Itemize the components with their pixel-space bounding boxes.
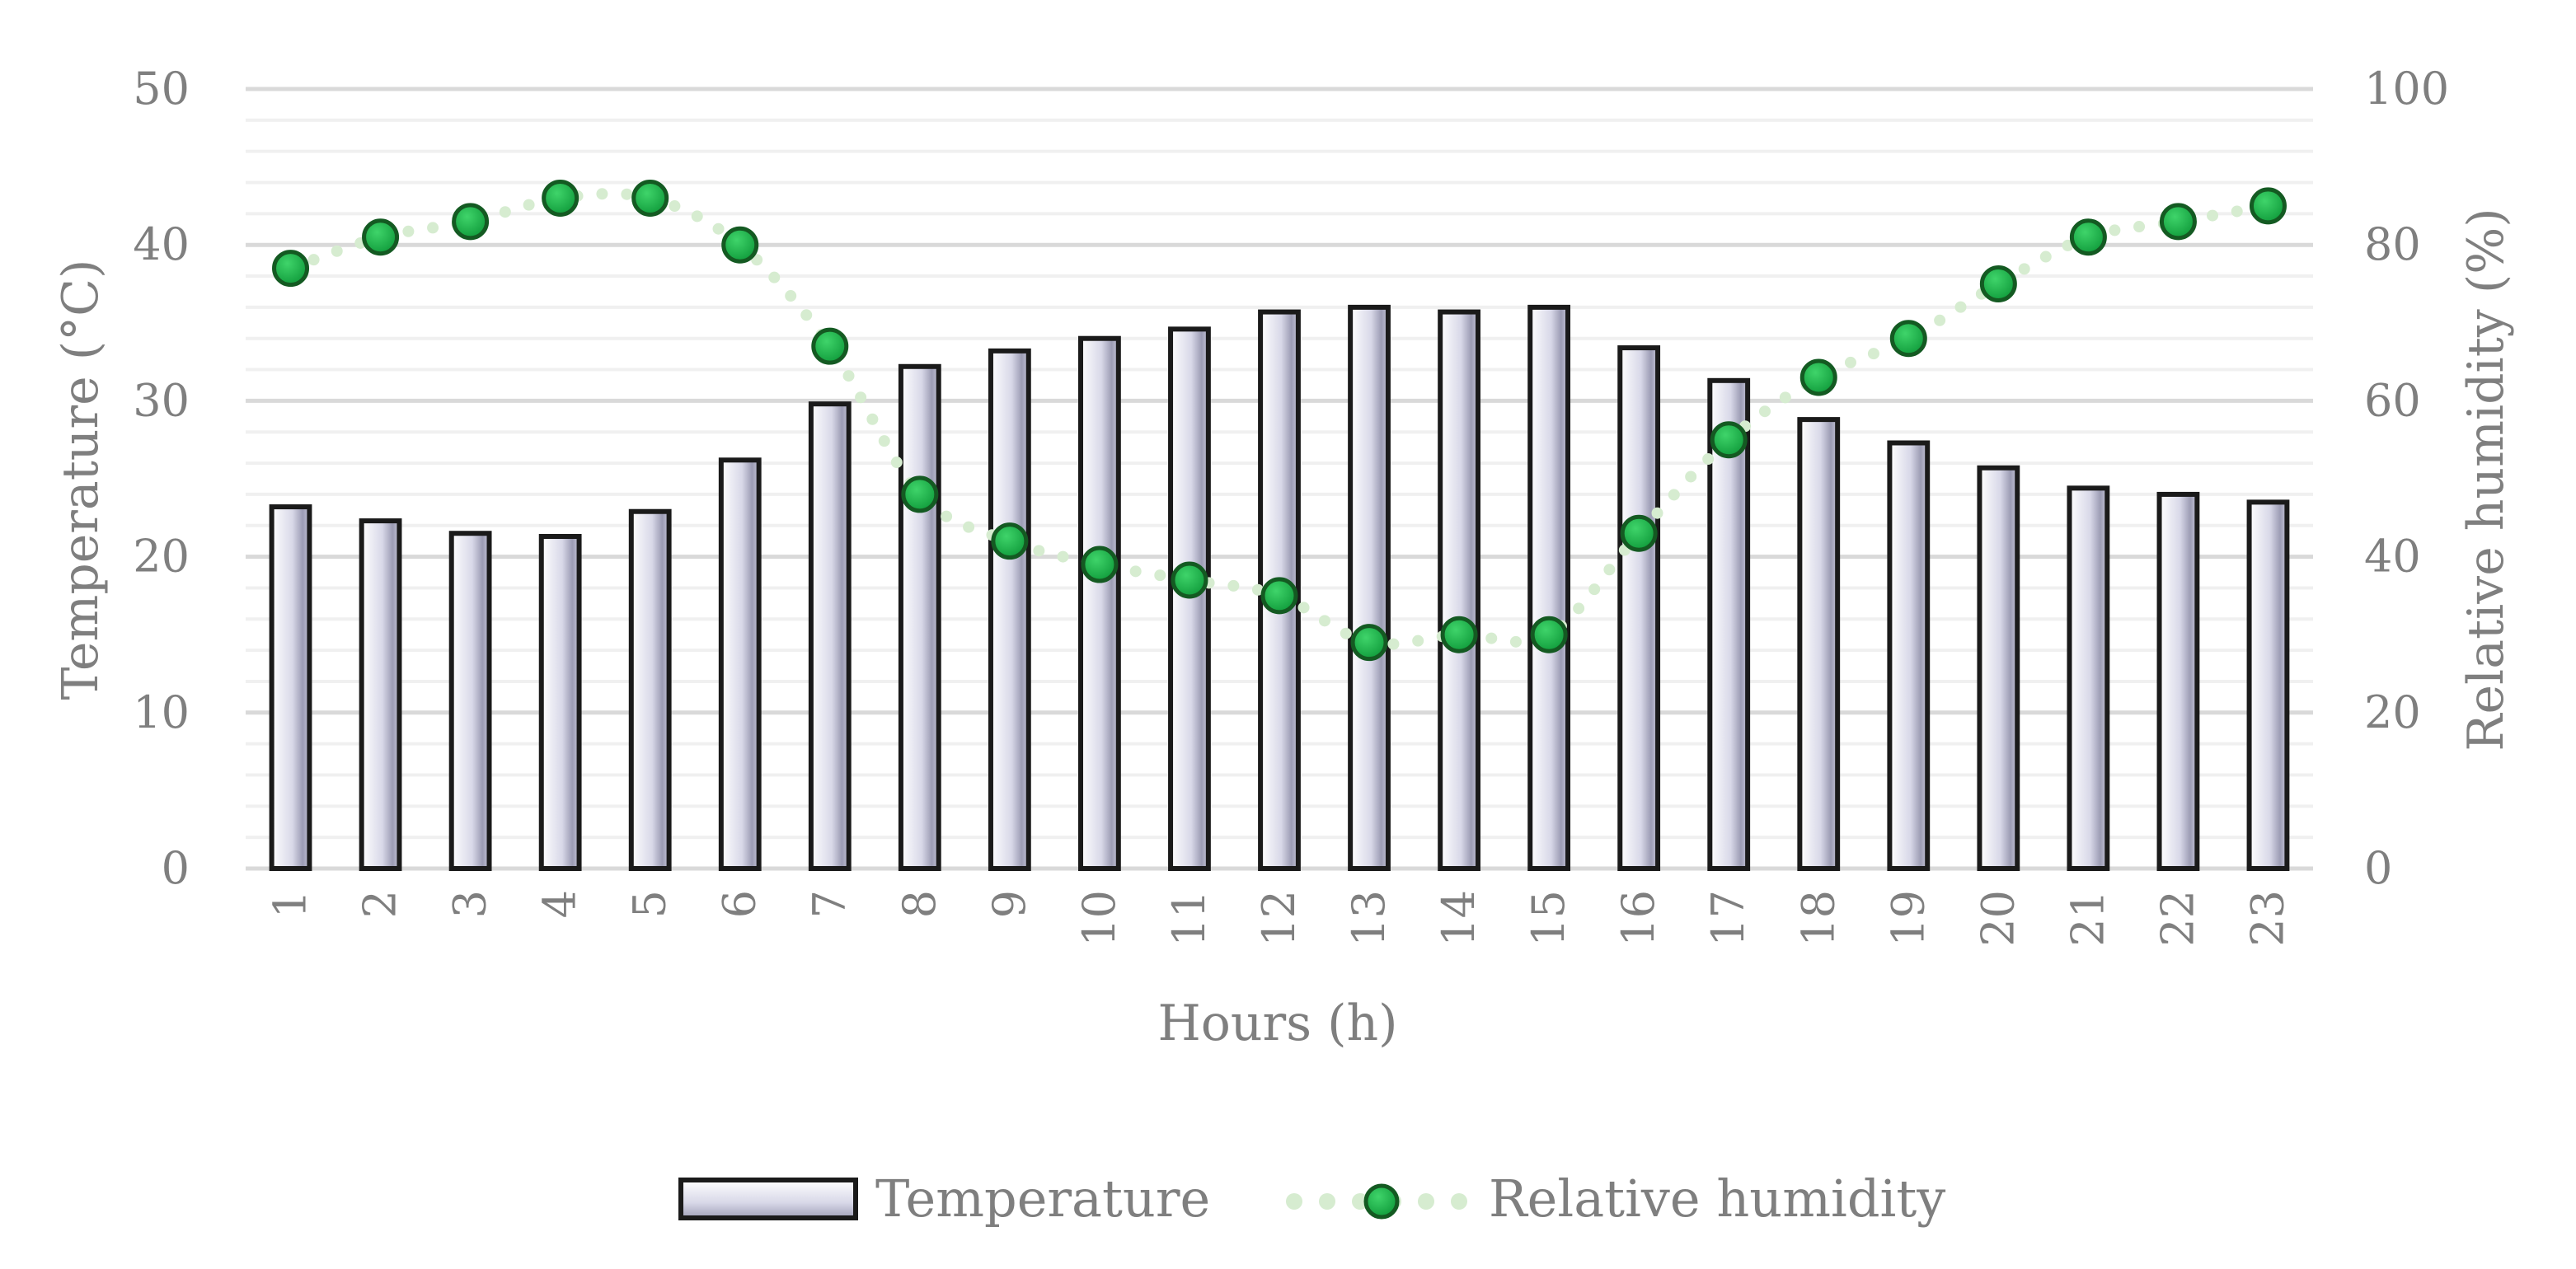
x-tick-label: 4 [534,890,586,918]
humidity-point-6 [721,226,759,264]
x-axis-title: Hours (h) [1157,995,1397,1052]
temperature-bar-19 [1887,440,1931,871]
temperature-bar-4 [538,534,582,872]
y-tick-label: 10 [133,686,190,738]
humidity-point-10 [1081,546,1119,583]
humidity-point-5 [631,179,669,217]
humidity-point-4 [542,179,579,217]
legend-humidity-swatch [1286,1183,1476,1220]
x-tick-label: 15 [1523,890,1574,947]
humidity-point-23 [2249,187,2287,225]
temperature-bar-21 [2067,485,2110,871]
humidity-point-19 [1889,320,1927,358]
humidity-point-8 [901,475,939,513]
humidity-point-22 [2159,203,2197,241]
y-tick-label: 50 [133,63,190,115]
temperature-bar-20 [1977,465,2020,871]
humidity-point-9 [991,522,1029,560]
x-tick-label: 19 [1882,890,1934,947]
legend-temperature-swatch [678,1178,858,1220]
x-tick-label: 10 [1073,890,1125,947]
y2-tick-label: 100 [2364,63,2449,115]
temperature-bar-3 [448,531,492,871]
y-axis-title: Temperature (°C) [52,260,110,700]
temperature-bar-22 [2156,491,2200,871]
humidity-point-3 [452,203,490,241]
temperature-bar-17 [1707,377,1751,871]
x-tick-label: 7 [804,890,856,918]
y-tick-label: 20 [133,531,190,583]
y-tick-label: 40 [133,218,190,270]
x-tick-label: 20 [1972,890,2024,947]
humidity-point-1 [272,250,310,288]
humidity-point-12 [1260,577,1298,615]
legend: Temperature Relative humidity [678,1168,1945,1229]
x-tick-label: 3 [444,890,496,918]
temperature-bar-1 [269,504,312,872]
humidity-point-21 [2069,218,2107,256]
x-axis-ticks: 1 2 3 4 5 6 7 8 9 10 11 12 13 14 15 16 17 18 19 20 21 22 23 [265,890,2294,947]
y-tick-label: 30 [133,374,190,426]
y2-tick-label: 60 [2364,374,2421,426]
y2-tick-label: 40 [2364,531,2421,583]
temperature-bar-11 [1168,326,1211,872]
x-tick-label: 1 [265,890,317,918]
humidity-point-15 [1530,616,1568,653]
x-tick-label: 11 [1163,890,1215,947]
humidity-point-16 [1620,514,1658,552]
temperature-bar-6 [718,457,762,872]
humidity-point-18 [1799,358,1837,396]
y2-tick-label: 20 [2364,686,2421,738]
x-tick-label: 8 [894,890,945,918]
x-tick-label: 21 [2062,890,2114,947]
temperature-bar-2 [359,518,402,871]
humidity-point-11 [1171,561,1208,599]
humidity-point-17 [1710,421,1748,459]
humidity-point-14 [1440,616,1478,653]
x-tick-label: 2 [354,890,406,918]
x-tick-label: 17 [1702,890,1754,947]
temperature-bar-8 [898,363,941,871]
x-tick-label: 12 [1253,890,1305,947]
temperature-bar-16 [1617,345,1661,871]
temperature-bar-18 [1797,417,1841,871]
temperature-bar-13 [1348,304,1391,871]
temperature-bar-15 [1527,304,1571,871]
right-axis-ticks: 0 20 40 60 80 100 [2364,63,2449,894]
temperature-bar-5 [628,508,672,871]
x-tick-label: 5 [624,890,676,918]
x-tick-label: 6 [714,890,766,918]
humidity-point-7 [811,327,849,365]
humidity-point-20 [1979,265,2017,302]
x-tick-label: 9 [983,890,1035,918]
x-tick-label: 13 [1343,890,1395,947]
temperature-bar-23 [2246,499,2290,871]
left-axis-ticks: 0 10 20 30 40 50 [133,63,190,894]
x-tick-label: 22 [2151,890,2203,947]
y2-tick-label: 80 [2364,218,2421,270]
temperature-bar-9 [988,348,1031,871]
temperature-bar-7 [808,401,852,871]
temperature-bar-14 [1438,309,1480,871]
temperature-bars [269,304,2290,872]
humidity-point-2 [362,218,400,256]
y2-tick-label: 0 [2364,842,2392,894]
humidity-point-13 [1350,624,1388,662]
y2-axis-title: Relative humidity (%) [2457,208,2515,751]
x-tick-label: 18 [1792,890,1844,947]
x-tick-label: 16 [1612,890,1664,947]
legend-humidity-label: Relative humidity [1489,1168,1945,1229]
humidity-markers [272,179,2287,662]
temperature-bar-10 [1078,335,1121,872]
x-tick-label: 14 [1433,890,1485,947]
x-tick-label: 23 [2241,890,2293,947]
legend-temperature-label: Temperature [875,1168,1210,1229]
y-tick-label: 0 [162,842,190,894]
